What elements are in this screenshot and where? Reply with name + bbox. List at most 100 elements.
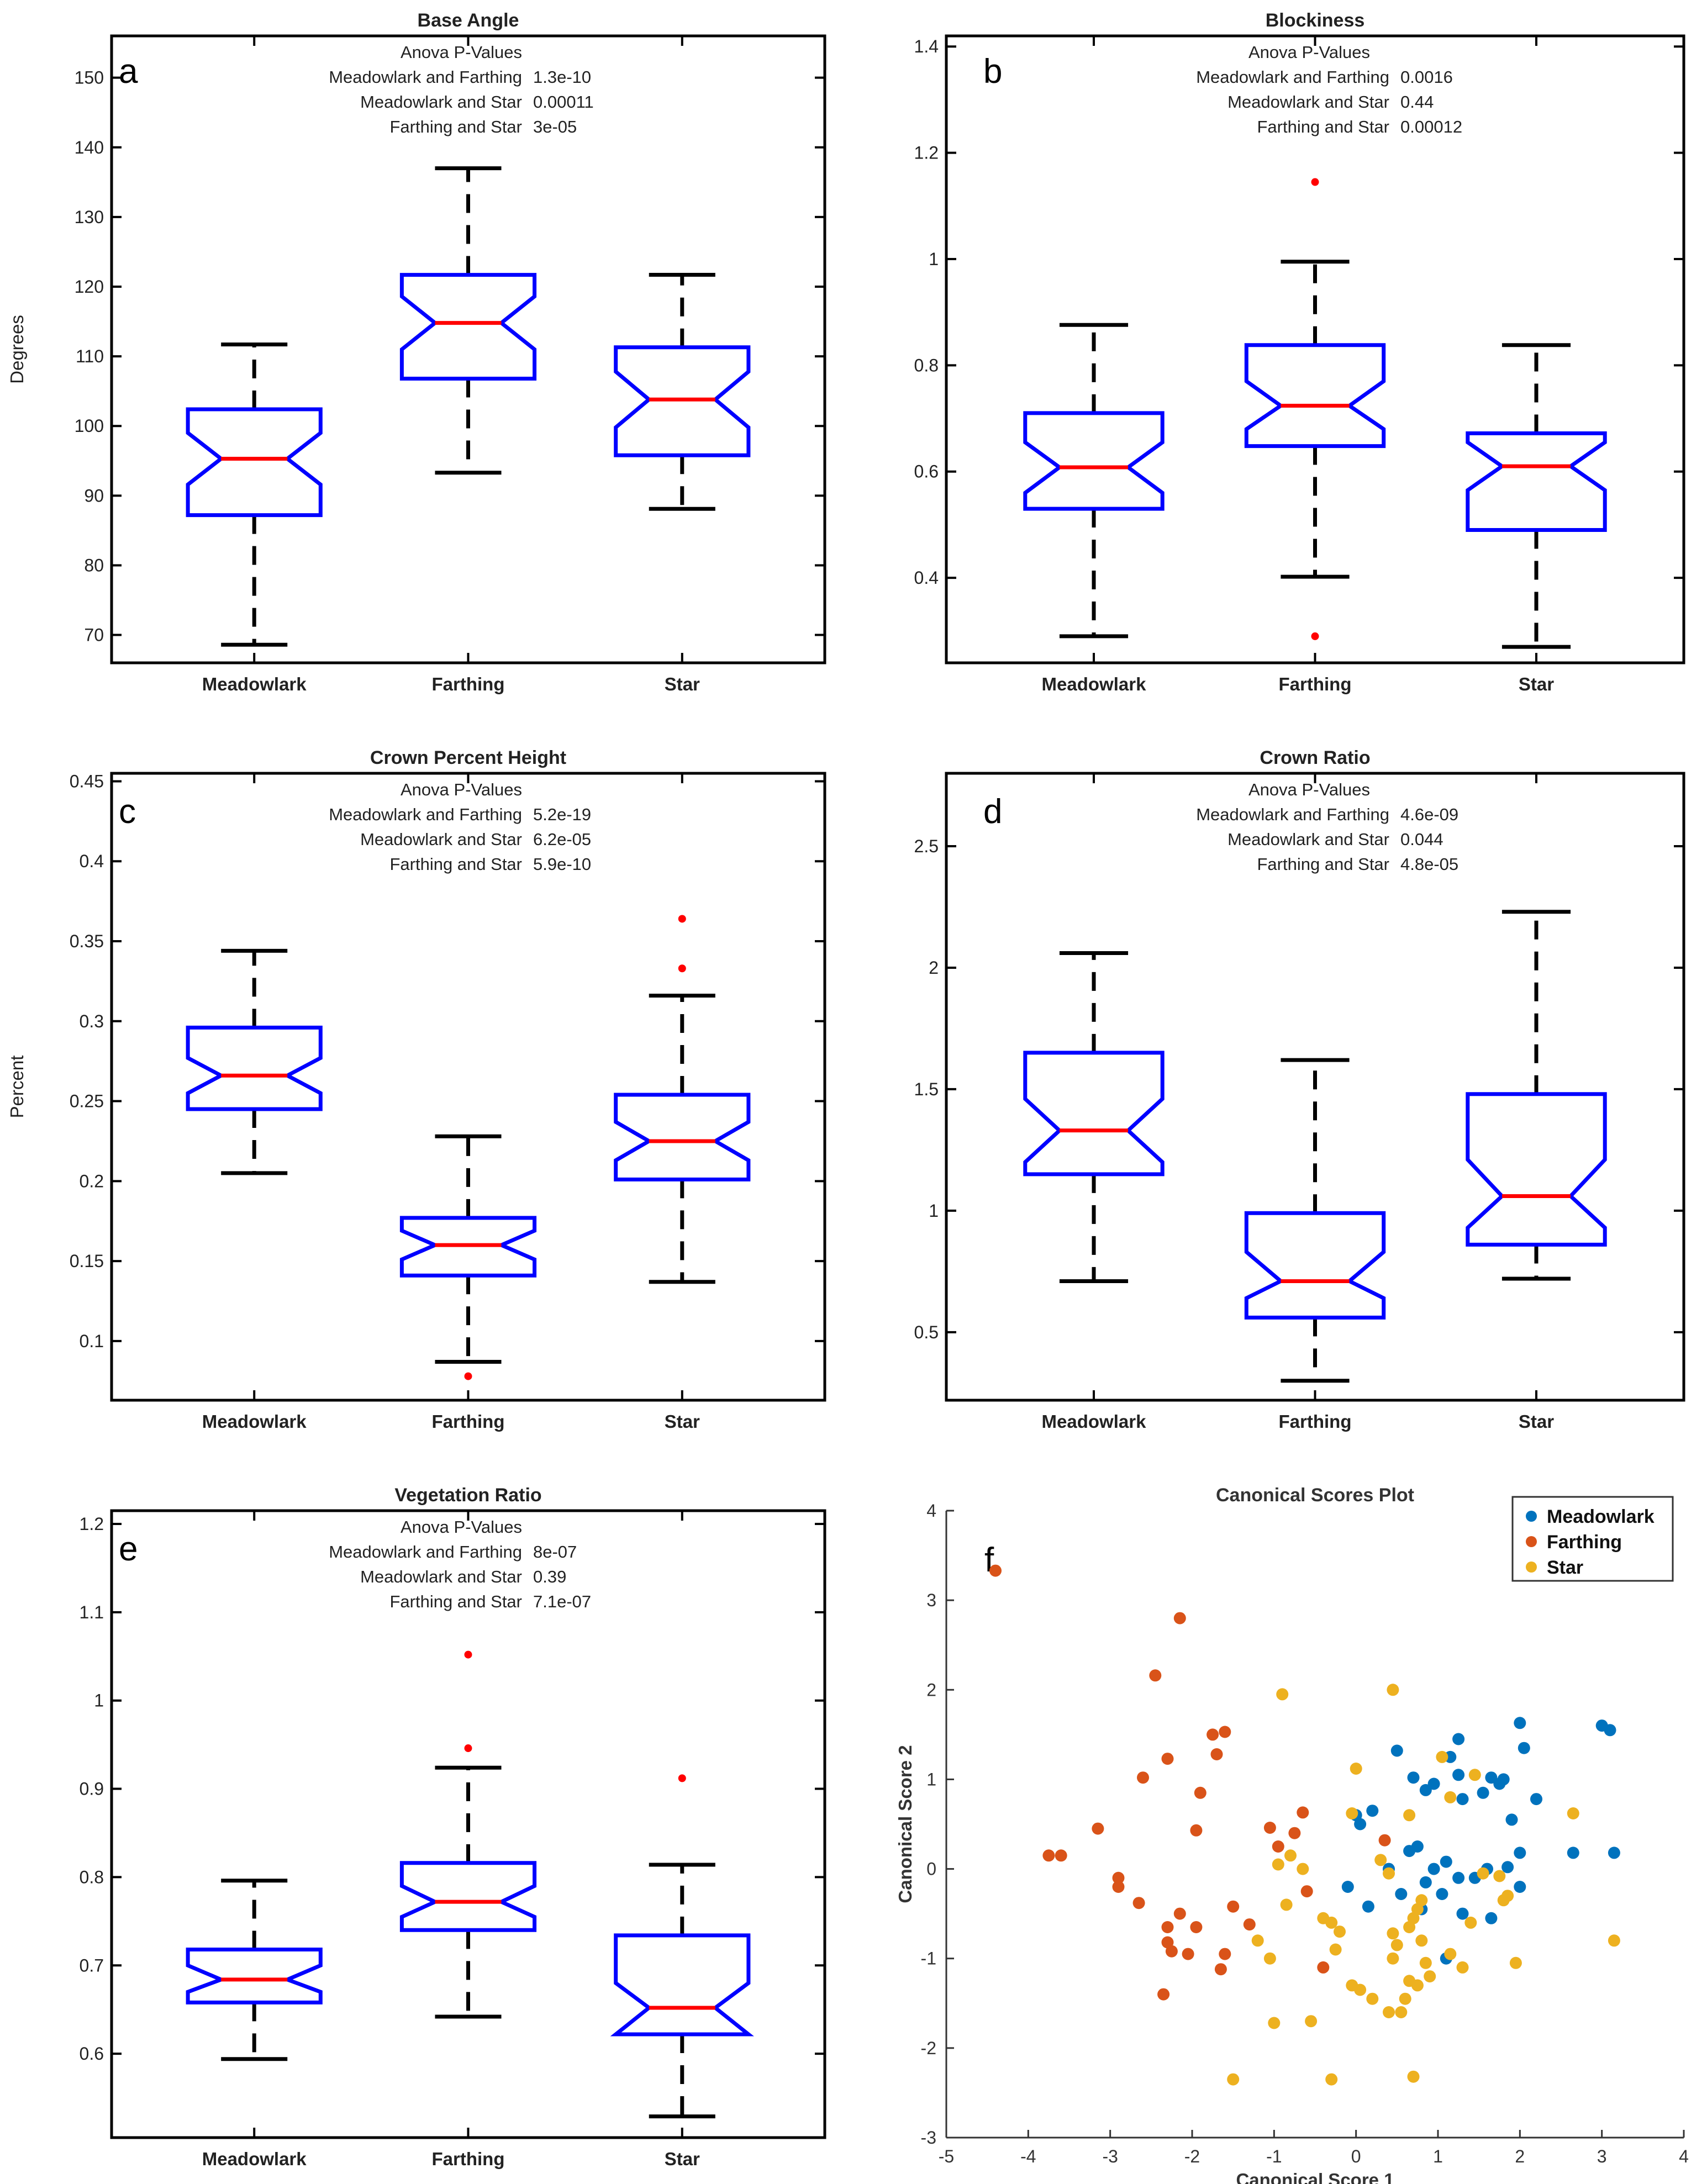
- scatter-point: [1042, 1849, 1055, 1862]
- box-farthing: [399, 166, 537, 475]
- y-tick-label: -3: [921, 2128, 936, 2148]
- panel-f: -5 -4 -3 -2 -1 0 1 2 3 4 -3 -2 -1 0 1 2 3 4 Canonical Scor…: [895, 1485, 1689, 2184]
- stats-value: 0.0016: [1400, 67, 1453, 87]
- panel-title: Base Angle: [418, 10, 519, 31]
- scatter-point: [1366, 1805, 1379, 1817]
- stats-value: 5.9e-10: [533, 854, 591, 874]
- notched-box: [399, 273, 537, 381]
- scatter-point: [1165, 1945, 1178, 1958]
- scatter-point: [1501, 1861, 1514, 1874]
- y-tick-label: 130: [75, 207, 104, 227]
- scatter-point: [1132, 1897, 1145, 1909]
- scatter-point: [1305, 2015, 1318, 2028]
- scatter-point: [1387, 1952, 1399, 1965]
- scatter-point: [1092, 1822, 1104, 1835]
- series-meadowlark: [1341, 1717, 1620, 1965]
- box-meadowlark: [1023, 323, 1165, 639]
- y-tick-label: 0.8: [80, 1867, 104, 1887]
- x-category-label: Meadowlark: [202, 1411, 307, 1432]
- y-axis-label: Canonical Score 2: [895, 1745, 915, 1903]
- x-category-label: Star: [665, 674, 700, 694]
- stats-pair: Meadowlark and Star: [360, 1567, 522, 1586]
- scatter-point: [1436, 1750, 1448, 1763]
- notched-box: [1244, 1211, 1386, 1320]
- scatter-point: [1194, 1786, 1207, 1799]
- scatter-point: [1210, 1748, 1223, 1760]
- scatter-point: [1452, 1733, 1465, 1745]
- panel-title: Canonical Scores Plot: [1216, 1485, 1414, 1506]
- y-axis-label: Degrees: [7, 315, 27, 384]
- scatter-point: [1436, 1888, 1448, 1900]
- notched-box: [1023, 1051, 1165, 1177]
- y-tick-label: 0.7: [80, 1955, 104, 1975]
- stats-pair: Meadowlark and Star: [360, 92, 522, 112]
- box-star: [1466, 343, 1607, 649]
- outlier-point: [464, 1372, 472, 1380]
- x-category-label: Star: [665, 1411, 700, 1432]
- scatter-point: [1530, 1793, 1542, 1806]
- outlier-point: [1311, 632, 1319, 640]
- stats-value: 8e-07: [533, 1542, 577, 1561]
- x-tick-label: 0: [1351, 2146, 1361, 2166]
- outlier-point: [678, 964, 686, 973]
- scatter-point: [1456, 1907, 1469, 1920]
- scatter-point: [1427, 1863, 1440, 1875]
- stats-value: 1.3e-10: [533, 67, 591, 87]
- scatter-point: [1182, 1948, 1194, 1960]
- stats-value: 4.8e-05: [1400, 854, 1458, 874]
- stats-value: 0.00012: [1400, 117, 1462, 136]
- x-category-label: Farthing: [432, 1411, 505, 1432]
- y-tick-label: 110: [76, 346, 104, 366]
- scatter-point: [1497, 1894, 1510, 1907]
- panel-title: Vegetation Ratio: [394, 1485, 541, 1506]
- scatter-point: [1567, 1847, 1579, 1859]
- scatter-point: [1604, 1724, 1616, 1737]
- y-tick-label: 1: [929, 1201, 939, 1221]
- scatter-point: [1415, 1894, 1428, 1907]
- scatter-point: [1514, 1717, 1526, 1729]
- outlier-point: [1311, 178, 1319, 186]
- scatter-point: [1325, 1916, 1338, 1929]
- box-farthing: [399, 1134, 537, 1380]
- panel-label: b: [983, 52, 1002, 91]
- box-farthing: [1244, 178, 1386, 640]
- y-tick-label: 80: [84, 555, 104, 575]
- x-axis-label: Canonical Score 1: [1236, 2170, 1394, 2184]
- y-tick-label: 0.4: [80, 851, 104, 871]
- box-meadowlark: [186, 948, 323, 1175]
- stats-value: 4.6e-09: [1400, 805, 1458, 824]
- scatter-point: [1268, 2017, 1281, 2029]
- scatter-point: [1505, 1813, 1518, 1826]
- scatter-point: [1055, 1849, 1067, 1862]
- legend-box: [1511, 1496, 1674, 1582]
- scatter-point: [1419, 1956, 1432, 1969]
- scatter-point: [1390, 1744, 1403, 1757]
- scatter-point: [1399, 1992, 1411, 2005]
- scatter-point: [1444, 1791, 1457, 1803]
- legend-entry: Farthing: [1547, 1532, 1622, 1553]
- y-tick-label: -1: [921, 1949, 936, 1969]
- scatter-point: [1325, 2073, 1338, 2086]
- scatter-point: [1415, 1934, 1428, 1947]
- panel-title: Crown Ratio: [1260, 747, 1370, 768]
- notched-box: [1023, 411, 1165, 511]
- scatter-point: [1366, 1992, 1379, 2005]
- y-tick-label: 2.5: [914, 836, 939, 856]
- y-tick-label: 70: [84, 625, 104, 645]
- stats-value: 0.044: [1400, 830, 1443, 849]
- stats-value: 6.2e-05: [533, 830, 591, 849]
- stats-pair: Farthing and Star: [389, 854, 522, 874]
- notched-box: [1466, 1092, 1607, 1247]
- scatter-point: [1452, 1769, 1465, 1781]
- panel-title: Crown Percent Height: [370, 747, 566, 768]
- notched-box: [614, 1093, 751, 1181]
- scatter-point: [1334, 1925, 1346, 1938]
- legend-marker: [1526, 1536, 1537, 1547]
- y-tick-label: 0.4: [914, 568, 939, 588]
- y-tick-label: 0.3: [80, 1011, 104, 1031]
- notched-box: [610, 1933, 754, 2037]
- stats-pair: Meadowlark and Farthing: [329, 805, 522, 824]
- scatter-point: [1280, 1898, 1293, 1911]
- y-tick-label: 1.2: [914, 143, 939, 163]
- scatter-point: [1149, 1669, 1162, 1682]
